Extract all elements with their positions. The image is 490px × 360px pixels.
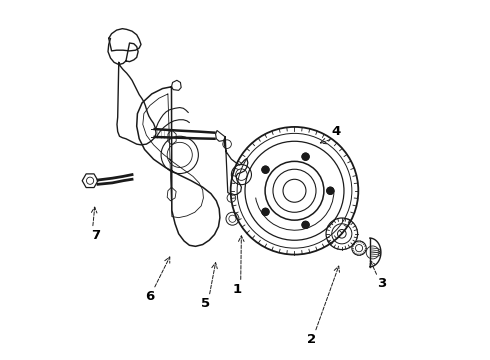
Text: 2: 2: [307, 333, 316, 346]
Circle shape: [262, 166, 269, 173]
Circle shape: [302, 221, 309, 229]
Text: 6: 6: [146, 290, 154, 303]
Text: 3: 3: [377, 278, 386, 291]
Text: 1: 1: [233, 283, 242, 296]
Circle shape: [302, 153, 309, 160]
Text: 4: 4: [332, 125, 341, 138]
Text: 7: 7: [92, 229, 101, 242]
Circle shape: [262, 208, 269, 215]
Circle shape: [327, 187, 334, 194]
Text: 5: 5: [201, 297, 210, 310]
